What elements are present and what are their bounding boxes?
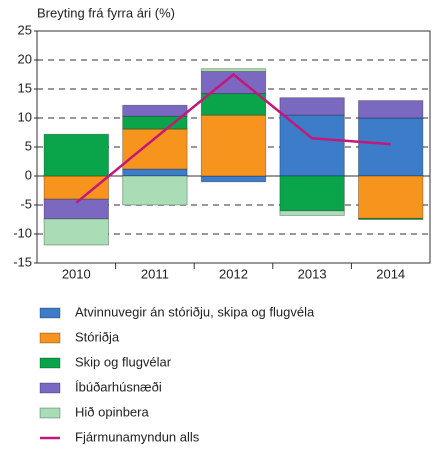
x-tick-label: 2011: [141, 266, 169, 281]
bar-segment: [358, 117, 424, 177]
bar-segment: [200, 114, 267, 177]
legend-label: Hið opinbera: [75, 404, 149, 419]
bar-segment: [358, 100, 424, 119]
bar-segment: [358, 217, 424, 220]
y-axis-label: Breyting frá fyrra ári (%): [37, 5, 175, 20]
bar-segment: [279, 114, 345, 177]
bar-segment: [279, 175, 345, 212]
y-tick-label: 20: [18, 51, 32, 66]
legend-marker: [39, 357, 61, 369]
bar-segment: [279, 97, 345, 116]
bar-segment: [43, 175, 109, 200]
legend-label: Fjármunamyndun alls: [75, 429, 200, 444]
legend-marker: [39, 307, 61, 319]
legend-label: Skip og flugvélar: [75, 354, 172, 369]
y-tick-label: 5: [25, 138, 32, 153]
bar-segment: [200, 175, 267, 183]
x-tick-label: 2014: [376, 266, 405, 281]
bar-segment: [200, 93, 267, 116]
bar-segment: [200, 68, 267, 72]
legend-label: Atvinnuvegir án stóriðju, skipa og flugv…: [75, 304, 315, 319]
x-tick-label: 2013: [298, 266, 327, 281]
y-tick-label: -10: [13, 225, 32, 240]
legend-marker: [39, 332, 61, 344]
bar-segment: [279, 210, 345, 216]
y-tick-label: -15: [13, 254, 32, 269]
y-tick-label: -5: [20, 196, 32, 211]
legend-marker: [39, 382, 61, 394]
x-tick-label: 2010: [62, 266, 91, 281]
bar-segment: [122, 175, 188, 206]
bar-segment: [122, 128, 188, 170]
bar-segment: [122, 104, 188, 117]
legend-label: Íbúðarhúsnæði: [75, 379, 162, 394]
y-tick-label: 10: [18, 109, 32, 124]
y-tick-label: 15: [18, 80, 32, 95]
legend-marker: [39, 407, 61, 419]
bar-segment: [43, 218, 109, 246]
x-tick-label: 2012: [219, 266, 248, 281]
y-tick-label: 0: [25, 167, 32, 182]
legend-label: Stóriðja: [75, 329, 120, 344]
line: [75, 72, 391, 204]
bar-segment: [43, 133, 109, 177]
bar-segment: [122, 168, 188, 177]
y-tick-label: 25: [18, 22, 32, 37]
bar-segment: [358, 175, 424, 219]
bar-segment: [122, 115, 188, 130]
